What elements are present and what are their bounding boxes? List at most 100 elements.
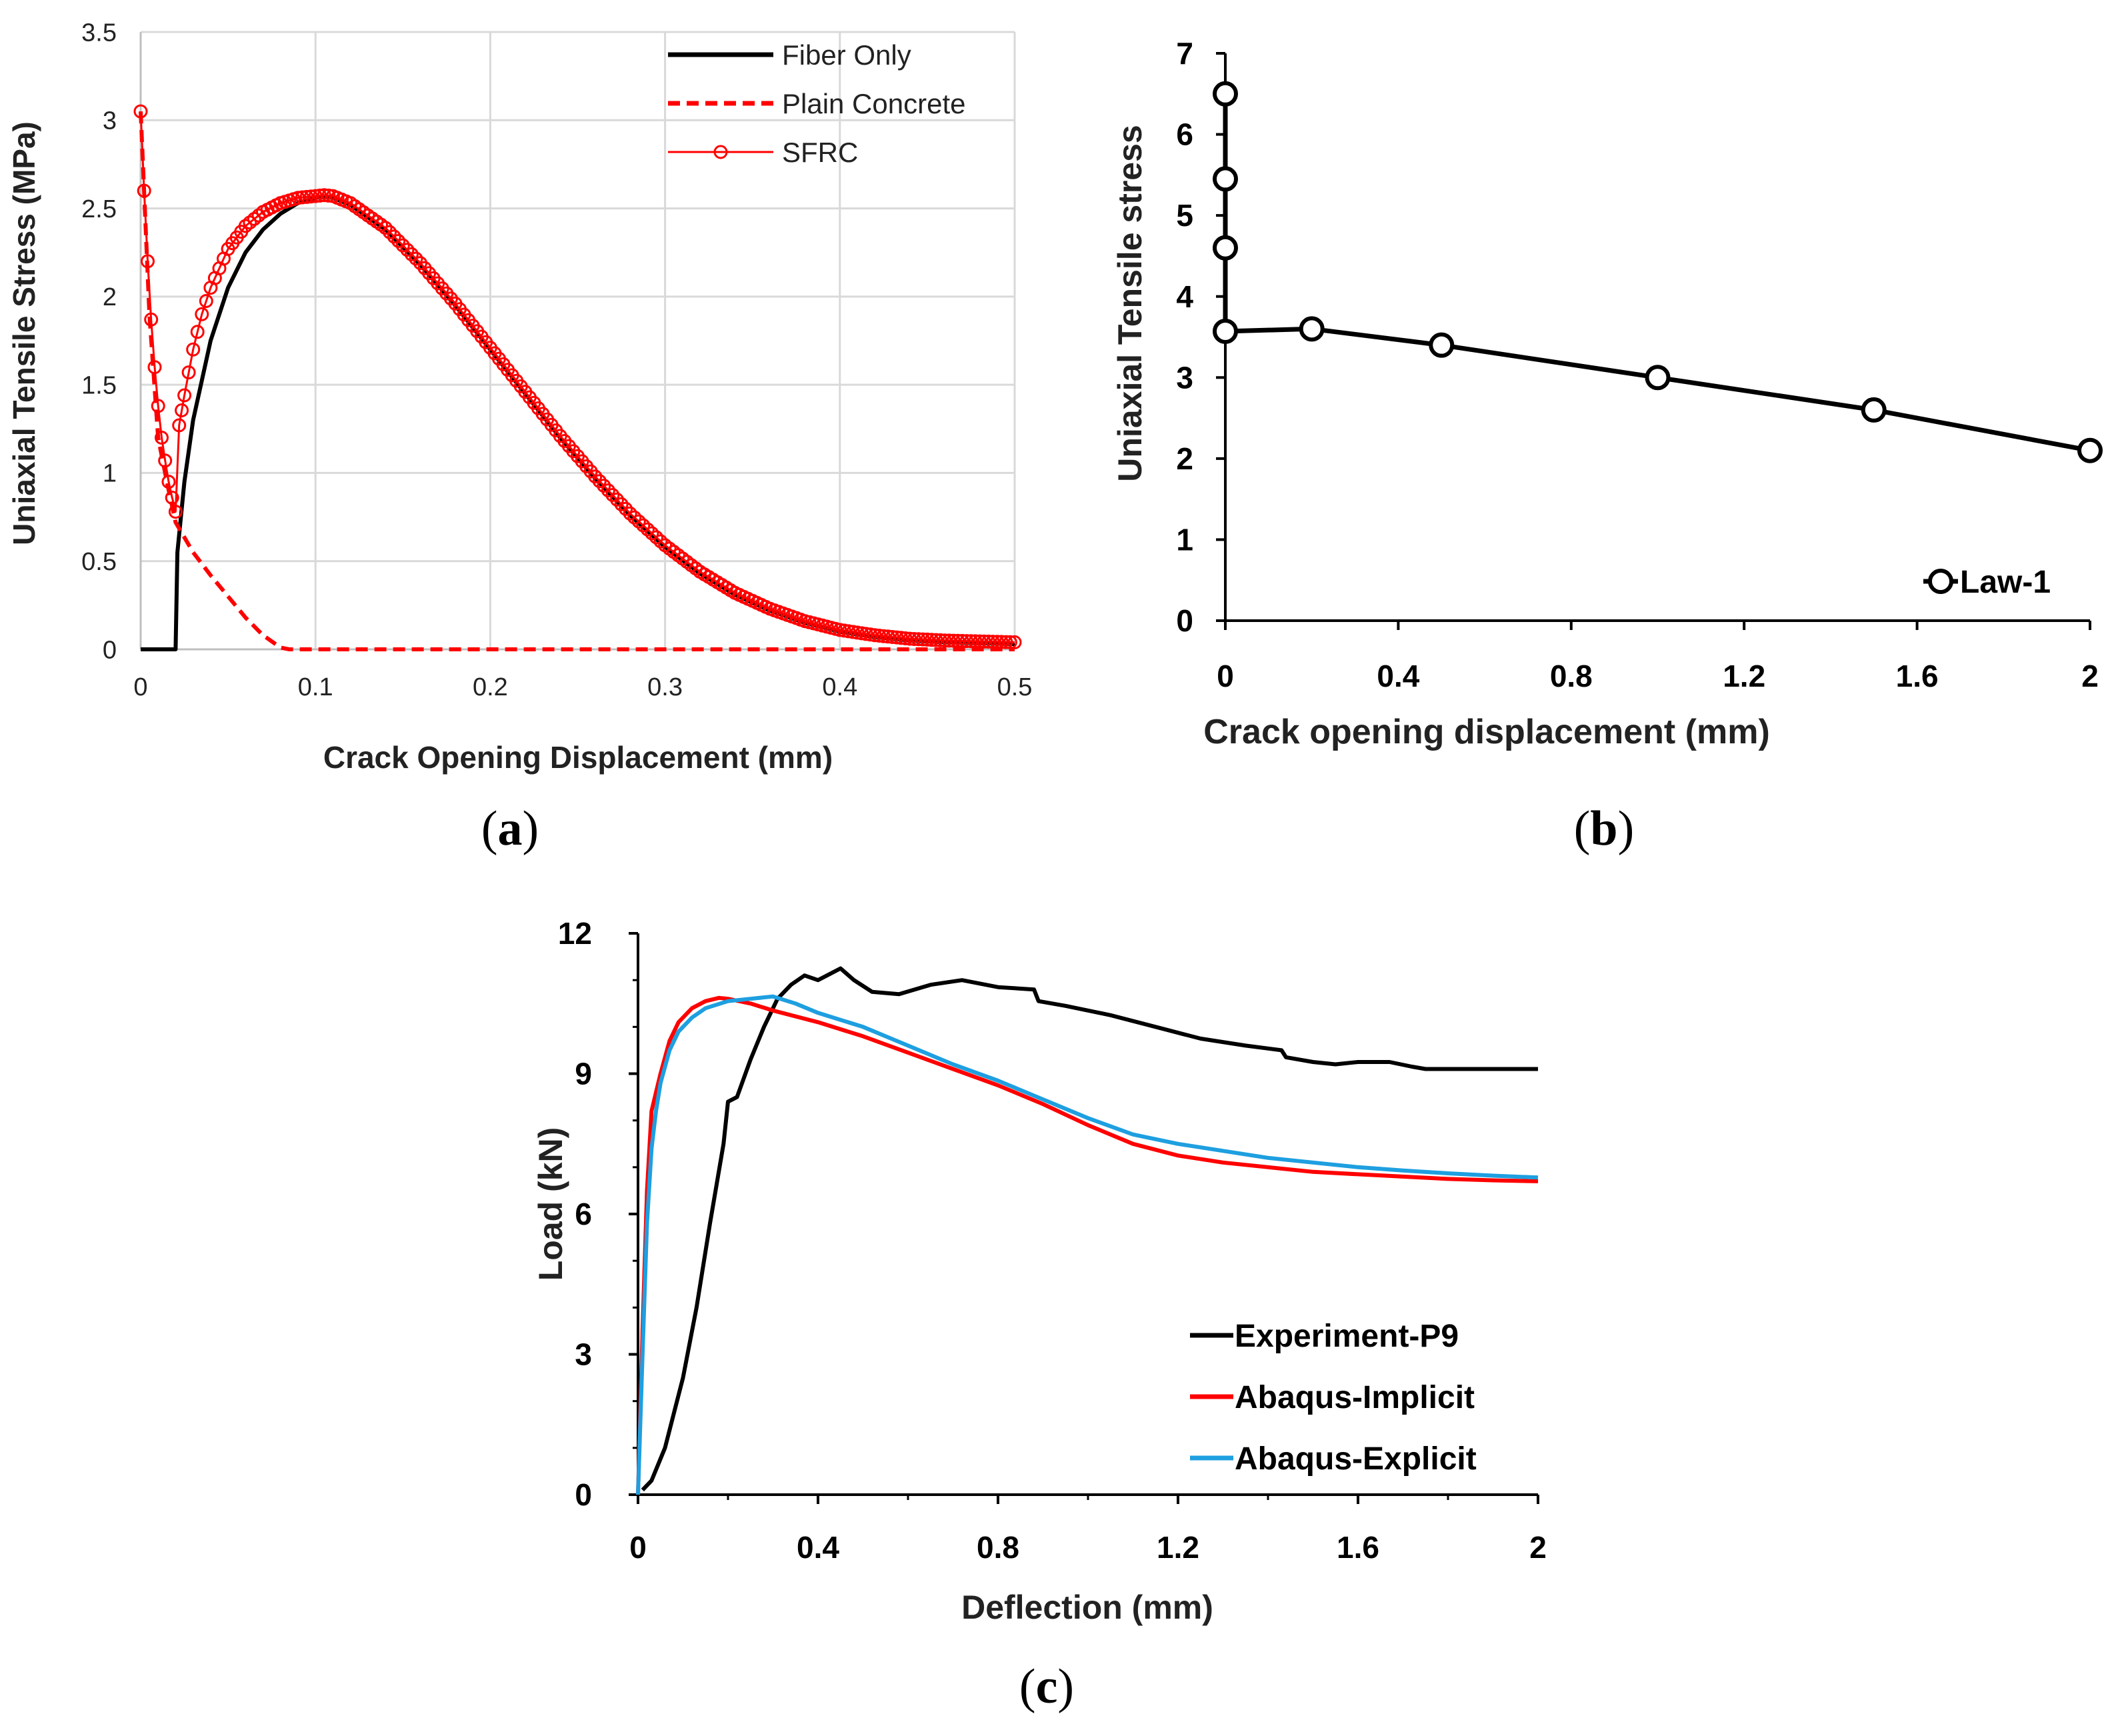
x-tick-label: 0.4 (797, 1530, 839, 1565)
y-tick-label: 12 (558, 916, 592, 951)
series-sfrc-point (623, 506, 637, 521)
series-sfrc-point (911, 632, 926, 647)
series-sfrc-point (907, 632, 921, 646)
legend-abaqus-implicit-label: Abaqus-Implicit (1235, 1380, 1475, 1415)
x-tick-label: 0.2 (473, 673, 508, 701)
series-sfrc-point (308, 189, 323, 203)
series-sfrc-point (929, 633, 943, 647)
series-sfrc-point (177, 388, 192, 403)
series-sfrc-point (313, 188, 327, 203)
panel-b-series (1213, 81, 2103, 463)
series-sfrc-point (610, 492, 624, 507)
x-tick-label: 1.6 (1896, 659, 1939, 693)
panel-c-axes (629, 932, 1539, 1504)
legend-plain-concrete-label: Plain Concrete (782, 88, 965, 119)
series-sfrc-point (985, 635, 1000, 649)
x-tick-label: 0 (133, 673, 147, 701)
series-sfrc-point (990, 635, 1005, 649)
panel-c-y-axis-title: Load (kN) (532, 1127, 569, 1281)
series-sfrc-point (137, 183, 151, 198)
x-tick-label: 0 (1217, 659, 1234, 693)
legend-law-1-marker (1928, 569, 1953, 594)
panel-c-label-close: ) (1057, 1659, 1074, 1714)
y-tick-label: 0 (103, 636, 117, 664)
series-abaqus-explicit-line (636, 994, 1539, 1495)
series-sfrc-point (295, 190, 309, 205)
series-sfrc-point (937, 633, 952, 648)
panel-b-label-close: ) (1618, 801, 1635, 856)
panel-b-legend: Law-1 (1923, 565, 2051, 600)
legend-experiment-p9-label: Experiment-P9 (1235, 1319, 1459, 1354)
series-sfrc-point (955, 633, 969, 648)
series-sfrc-point (636, 518, 651, 533)
panel-b-label-letter: b (1590, 801, 1617, 856)
panel-c-label: (c) (1019, 1659, 1074, 1714)
series-sfrc-point (299, 189, 314, 204)
panel-c-tick-labels: 0 0.4 0.8 1.2 1.6 2 0 3 6 9 12 (558, 916, 1547, 1565)
series-experiment-p9-line (641, 966, 1538, 1492)
series-sfrc-point (920, 632, 935, 647)
panel-b-label-open: ( (1574, 801, 1591, 856)
series-sfrc-point (601, 483, 615, 498)
series-sfrc-point (964, 634, 978, 649)
series-sfrc-point (1003, 635, 1017, 649)
series-sfrc-point (400, 243, 415, 257)
series-sfrc-point (933, 633, 948, 647)
y-tick-label: 7 (1176, 36, 1193, 71)
y-tick-label: 9 (575, 1057, 592, 1091)
series-sfrc-point (959, 634, 974, 649)
series-sfrc-point (321, 188, 336, 203)
y-tick-label: 0.5 (81, 548, 117, 576)
x-tick-label: 1.2 (1157, 1530, 1199, 1565)
panel-c-label-letter: c (1036, 1659, 1058, 1714)
y-tick-label: 3 (1176, 360, 1193, 395)
series-sfrc-point (383, 225, 397, 239)
series-law-1-point (1213, 318, 1238, 344)
series-sfrc-point (304, 189, 319, 204)
y-tick-label: 5 (1176, 198, 1193, 233)
series-sfrc-point (898, 631, 913, 645)
series-law-1-point (1213, 81, 1238, 107)
x-tick-label: 0.8 (977, 1530, 1019, 1565)
panel-a-label: (a) (481, 801, 539, 856)
series-sfrc-point (147, 360, 162, 375)
series-sfrc-point (968, 634, 983, 649)
y-tick-label: 1.5 (81, 371, 117, 399)
x-tick-label: 0.8 (1550, 659, 1593, 693)
series-sfrc-point (619, 501, 633, 516)
y-tick-label: 3 (103, 107, 117, 135)
series-sfrc-point (387, 229, 401, 244)
x-tick-label: 0.1 (298, 673, 333, 701)
series-sfrc-point (876, 629, 891, 643)
series-abaqus-implicit-line (636, 995, 1539, 1495)
series-sfrc-point (141, 254, 155, 269)
x-tick-label: 2 (1529, 1530, 1547, 1565)
panel-b-y-axis-title: Uniaxial Tensile stress (1111, 125, 1149, 481)
series-sfrc-point (872, 629, 887, 643)
series-sfrc-point (175, 403, 189, 417)
series-sfrc-point (168, 505, 183, 519)
series-sfrc-point (605, 488, 620, 502)
y-tick-label: 3.5 (81, 19, 117, 47)
series-law-1-point (1645, 365, 1671, 391)
series-sfrc-point (640, 522, 655, 537)
series-sfrc-point (881, 629, 895, 644)
panel-a-series (133, 104, 1022, 651)
series-sfrc-point (645, 526, 659, 541)
series-sfrc-point (291, 191, 305, 205)
y-tick-label: 6 (1176, 117, 1193, 152)
panel-b-tick-labels: 0 0.4 0.8 1.2 1.6 2 0 1 2 3 4 5 6 7 (1176, 36, 2098, 693)
series-sfrc-point (1007, 635, 1022, 649)
panel-a-label-open: ( (481, 801, 498, 856)
series-sfrc-point (627, 510, 642, 525)
legend-sfrc-label: SFRC (782, 137, 858, 168)
series-sfrc-point (903, 631, 917, 646)
series-sfrc-point (915, 632, 930, 647)
series-sfrc-point (243, 215, 257, 230)
series-sfrc-point (867, 628, 882, 643)
series-sfrc-point (391, 234, 406, 248)
panel-b-chart: 0 0.4 0.8 1.2 1.6 2 0 1 2 3 4 5 6 7 Crack opening dis… (1111, 36, 2103, 856)
legend-law-1-label: Law-1 (1960, 565, 2051, 600)
x-tick-label: 0.4 (822, 673, 857, 701)
panel-b-label: (b) (1574, 801, 1634, 856)
